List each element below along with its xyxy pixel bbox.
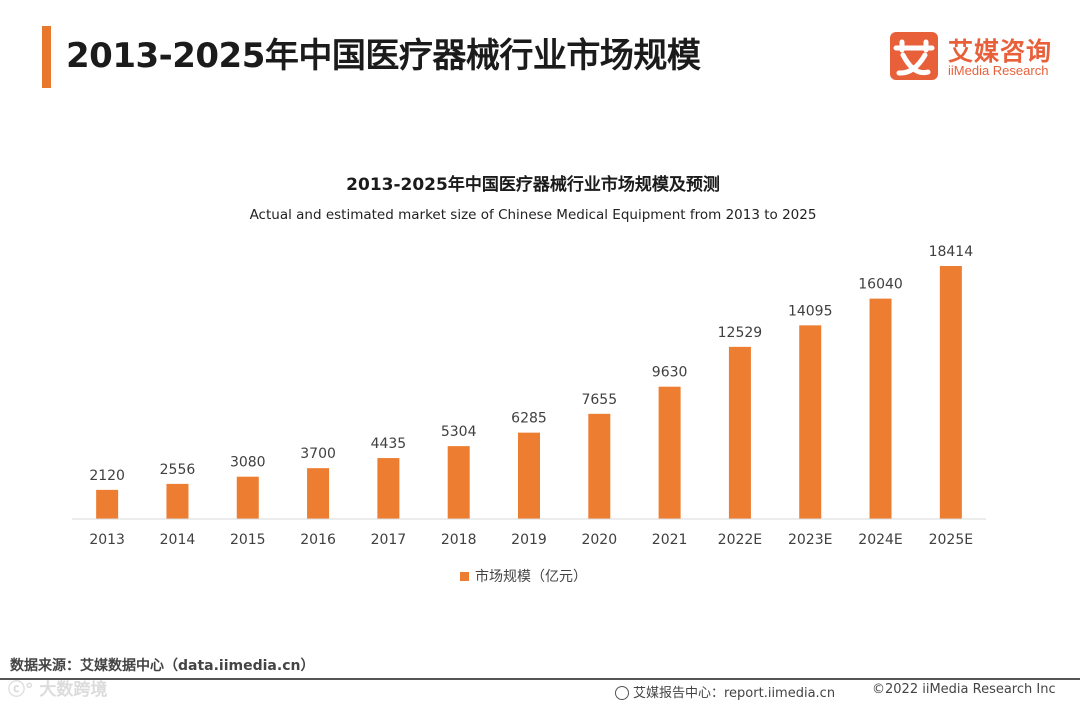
data-label-2013: 2120 <box>89 468 125 484</box>
logo-mark-icon <box>890 32 938 80</box>
data-label-2017: 4435 <box>371 436 407 452</box>
x-tick-2019: 2019 <box>511 532 547 548</box>
logo-text-en: iiMedia Research <box>948 63 1049 78</box>
chart-subtitle: Actual and estimated market size of Chin… <box>250 207 817 223</box>
bar-2024E <box>869 298 892 519</box>
title-accent-bar <box>42 26 51 88</box>
data-label-2022E: 12529 <box>718 325 763 341</box>
x-tick-2017: 2017 <box>371 532 407 548</box>
legend-swatch <box>460 571 469 581</box>
watermark: ⓒ° 大数跨境 <box>8 680 108 700</box>
data-label-2016: 3700 <box>300 446 336 462</box>
footer-report-text: 艾媒报告中心：report.iimedia.cn <box>633 686 836 701</box>
x-tick-2023E: 2023E <box>788 532 832 548</box>
footer-divider <box>0 678 1080 680</box>
bar-2023E <box>799 325 822 519</box>
bar-2013 <box>96 489 119 519</box>
x-tick-2018: 2018 <box>441 532 477 548</box>
data-label-2018: 5304 <box>441 424 477 440</box>
bar-2017 <box>377 458 400 519</box>
bar-2025E <box>939 266 962 519</box>
globe-icon <box>615 685 629 700</box>
footer-copyright: ©2022 iiMedia Research Inc <box>872 682 1056 697</box>
bar-2021 <box>658 386 681 519</box>
x-tick-2015: 2015 <box>230 532 266 548</box>
data-label-2019: 6285 <box>511 411 547 427</box>
footer-report: 艾媒报告中心：report.iimedia.cn <box>615 682 835 701</box>
bar-2015 <box>236 476 259 519</box>
chart-title: 2013-2025年中国医疗器械行业市场规模及预测 <box>346 174 720 195</box>
x-tick-2021: 2021 <box>652 532 688 548</box>
page-title: 2013-2025年中国医疗器械行业市场规模 <box>66 36 701 76</box>
x-tick-2024E: 2024E <box>858 532 902 548</box>
data-label-2025E: 18414 <box>929 244 974 260</box>
data-source: 数据来源：艾媒数据中心（data.iimedia.cn） <box>10 658 315 674</box>
legend-label: 市场规模（亿元） <box>475 569 587 585</box>
data-label-2023E: 14095 <box>788 303 833 319</box>
chart-legend: 市场规模（亿元） <box>460 566 587 586</box>
data-label-2024E: 16040 <box>858 277 903 293</box>
x-tick-2022E: 2022E <box>718 532 762 548</box>
bar-2014 <box>166 483 189 519</box>
iimedia-logo: 艾媒咨询 iiMedia Research <box>890 32 1070 82</box>
bar-2016 <box>307 468 330 519</box>
bar-2022E <box>728 346 751 519</box>
data-label-2014: 2556 <box>160 462 196 478</box>
logo-text-cn: 艾媒咨询 <box>948 37 1053 66</box>
bar-2020 <box>588 413 611 519</box>
data-label-2015: 3080 <box>230 455 266 471</box>
x-tick-2025E: 2025E <box>929 532 973 548</box>
bar-group: 2120 2013 2556 2014 3080 2015 3700 2016 4435 2017… <box>89 244 973 548</box>
x-tick-2014: 2014 <box>160 532 196 548</box>
x-tick-2013: 2013 <box>89 532 125 548</box>
bar-2018 <box>447 446 470 519</box>
data-label-2021: 9630 <box>652 365 688 381</box>
bar-2019 <box>518 432 540 519</box>
data-label-2020: 7655 <box>581 392 617 408</box>
x-tick-2020: 2020 <box>581 532 617 548</box>
x-tick-2016: 2016 <box>300 532 336 548</box>
